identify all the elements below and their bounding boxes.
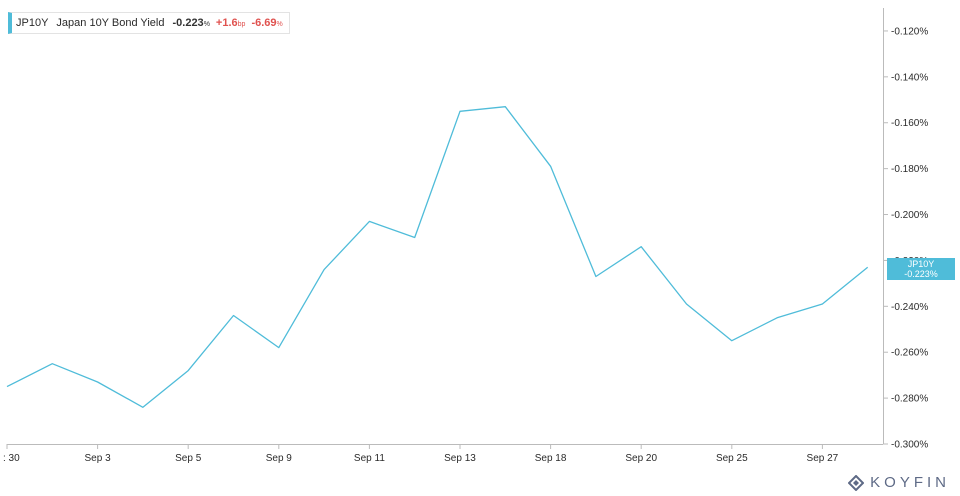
legend-change-bp: +1.6bp: [215, 17, 246, 29]
x-tick-label: Sep 13: [444, 453, 476, 464]
x-tick-label: Sep 11: [354, 453, 385, 464]
y-tick-label: -0.260%: [891, 348, 928, 359]
x-tick-label: Sep 3: [85, 453, 112, 464]
price-tag-value: -0.223%: [904, 269, 938, 279]
x-tick-label: Sep 20: [625, 453, 657, 464]
brand-name: KOYFIN: [870, 474, 950, 491]
axes: [7, 8, 884, 445]
y-tick-label: -0.180%: [891, 164, 928, 175]
x-tick-label: Sep 27: [807, 453, 839, 464]
x-tick-label: Sep 25: [716, 453, 748, 464]
x-tick-label: Sep 5: [175, 453, 202, 464]
legend-ticker: JP10Y: [16, 17, 49, 29]
legend[interactable]: JP10Y Japan 10Y Bond Yield -0.223% +1.6b…: [8, 12, 290, 34]
y-axis-ticks: -0.120%-0.140%-0.160%-0.180%-0.200%-0.22…: [883, 26, 928, 451]
y-tick-label: -0.300%: [891, 440, 928, 451]
x-tick-label: Sep 18: [535, 453, 567, 464]
legend-value-unit: %: [203, 21, 210, 28]
series-line-jp10y: [6, 106, 869, 408]
x-axis-ticks: : 30 Sep 3 Sep 5 Sep 9 Sep 11 Sep 13 Sep 18 Sep…: [3, 444, 839, 464]
legend-series-name: Japan 10Y Bond Yield: [56, 17, 165, 29]
legend-change-pct: -6.69%: [251, 17, 283, 29]
brand-watermark: KOYFIN: [848, 474, 950, 491]
y-tick-label: -0.280%: [891, 394, 928, 405]
legend-change-pct-unit: %: [276, 21, 283, 28]
x-tick-label: : 30: [3, 453, 20, 464]
y-tick-label: -0.140%: [891, 72, 928, 83]
last-price-tag: JP10Y -0.223%: [887, 258, 955, 280]
y-tick-label: -0.160%: [891, 118, 928, 129]
legend-value: -0.223%: [172, 17, 210, 29]
y-tick-label: -0.240%: [891, 302, 928, 313]
y-tick-label: -0.200%: [891, 210, 928, 221]
legend-change-bp-unit: bp: [237, 21, 246, 28]
koyfin-logo-icon: [848, 474, 865, 491]
y-tick-label: -0.120%: [891, 26, 928, 37]
x-tick-label: Sep 9: [266, 453, 293, 464]
price-tag-ticker: JP10Y: [907, 259, 935, 269]
